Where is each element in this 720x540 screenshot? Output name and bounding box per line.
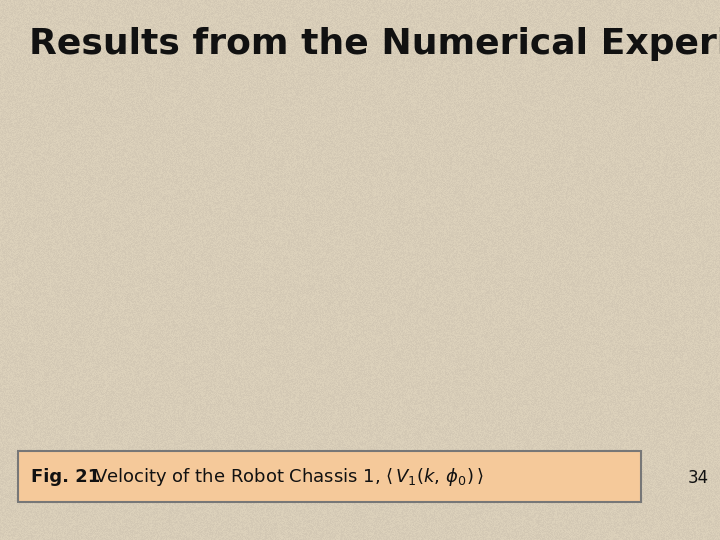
Text: Velocity of the Robot Chassis 1, $\langle\, V_{1}(k,\,\phi_{0})\,\rangle$: Velocity of the Robot Chassis 1, $\langl… — [94, 465, 483, 488]
Text: Fig. 21: Fig. 21 — [31, 468, 100, 485]
Text: 34: 34 — [688, 469, 708, 487]
Text: Results from the Numerical Experiments: Results from the Numerical Experiments — [29, 27, 720, 61]
